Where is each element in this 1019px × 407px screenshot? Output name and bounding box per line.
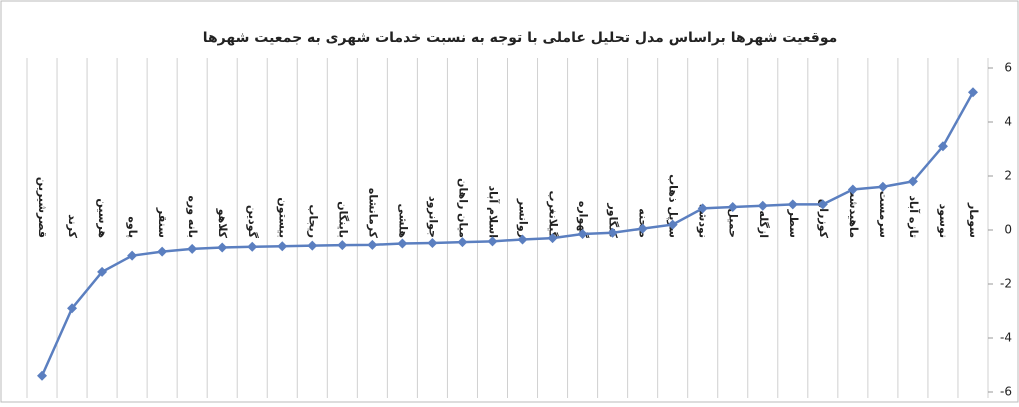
x-tick-label: بیستون [276, 197, 289, 238]
x-tick-label: کرمانشاه [366, 188, 379, 239]
x-tick-label: هرسین [96, 198, 109, 238]
x-tick-label: ماهیدشت [847, 186, 860, 238]
x-tick-label: سومار [967, 202, 980, 238]
x-tick-label: قصرشیرین [36, 177, 49, 238]
x-tick-label: جوانرود [426, 196, 439, 238]
marker [37, 370, 48, 381]
marker [727, 202, 738, 213]
x-tick-label: کوزران [817, 199, 830, 239]
y-tick-label: -6 [1000, 385, 1012, 399]
x-tick-label: نودشه [697, 204, 710, 238]
marker [157, 246, 168, 257]
x-tick-label: سرمست [877, 191, 890, 238]
marker [457, 237, 468, 248]
marker [337, 240, 348, 251]
x-tick-label: سطر [787, 209, 800, 238]
marker [367, 239, 378, 250]
series-line [40, 91, 975, 377]
marker [847, 184, 858, 195]
x-tick-label: پاوه [126, 216, 139, 238]
y-tick-label: 0 [1004, 223, 1012, 237]
marker [427, 237, 438, 248]
marker [187, 243, 198, 254]
marker [967, 87, 978, 98]
marker [397, 238, 408, 249]
x-tick-label: تازه آباد [907, 195, 921, 238]
marker [127, 250, 138, 261]
y-tick-label: -4 [1000, 331, 1012, 345]
marker [577, 229, 588, 240]
x-tick-label: گیلانغرب [547, 191, 560, 239]
marker [787, 199, 798, 210]
chart-title: موقعیت شهرها براساس مدل تحلیل عاملی با ت… [203, 30, 838, 46]
x-tick-label: هلشی [396, 204, 409, 238]
y-tick-label: -2 [1000, 277, 1012, 291]
x-tick-label: بانه وره [186, 195, 199, 238]
x-tick-label: کلاهو [216, 208, 229, 239]
x-tick-label: کرند [66, 214, 79, 238]
marker [217, 242, 228, 253]
marker [937, 141, 948, 152]
marker [637, 223, 648, 234]
marker [277, 241, 288, 252]
marker [307, 240, 318, 251]
x-tick-label: روانسر [517, 198, 530, 238]
marker [667, 219, 678, 230]
marker [67, 303, 78, 314]
y-tick-label: 6 [1004, 61, 1012, 75]
marker [247, 241, 258, 252]
x-tick-label: ازگله [757, 210, 770, 238]
marker [697, 203, 708, 214]
x-tick-label: گودین [246, 205, 259, 239]
marker [517, 234, 528, 245]
x-tick-label: نوسود [937, 204, 950, 238]
marker [97, 266, 108, 277]
marker [607, 227, 618, 238]
marker [757, 200, 768, 211]
y-tick-label: 2 [1004, 169, 1012, 183]
x-tick-label: کنگاور [607, 202, 620, 238]
x-tick-label: باینگان [336, 201, 349, 238]
marker [817, 199, 828, 210]
x-tick-label: ریجاب [306, 204, 319, 238]
x-tick-label: حمیل [727, 208, 740, 238]
marker [547, 233, 558, 244]
x-tick-label: سنقر [156, 207, 169, 238]
y-tick-label: 4 [1004, 115, 1012, 129]
x-tick-label: صحنه [637, 208, 650, 238]
x-tick-label: میان راهان [456, 178, 469, 238]
marker [487, 236, 498, 247]
x-tick-label: اسلام آباد [486, 185, 500, 238]
marker [877, 181, 888, 192]
x-tick-label: گهواره [577, 201, 590, 239]
marker [907, 176, 918, 187]
